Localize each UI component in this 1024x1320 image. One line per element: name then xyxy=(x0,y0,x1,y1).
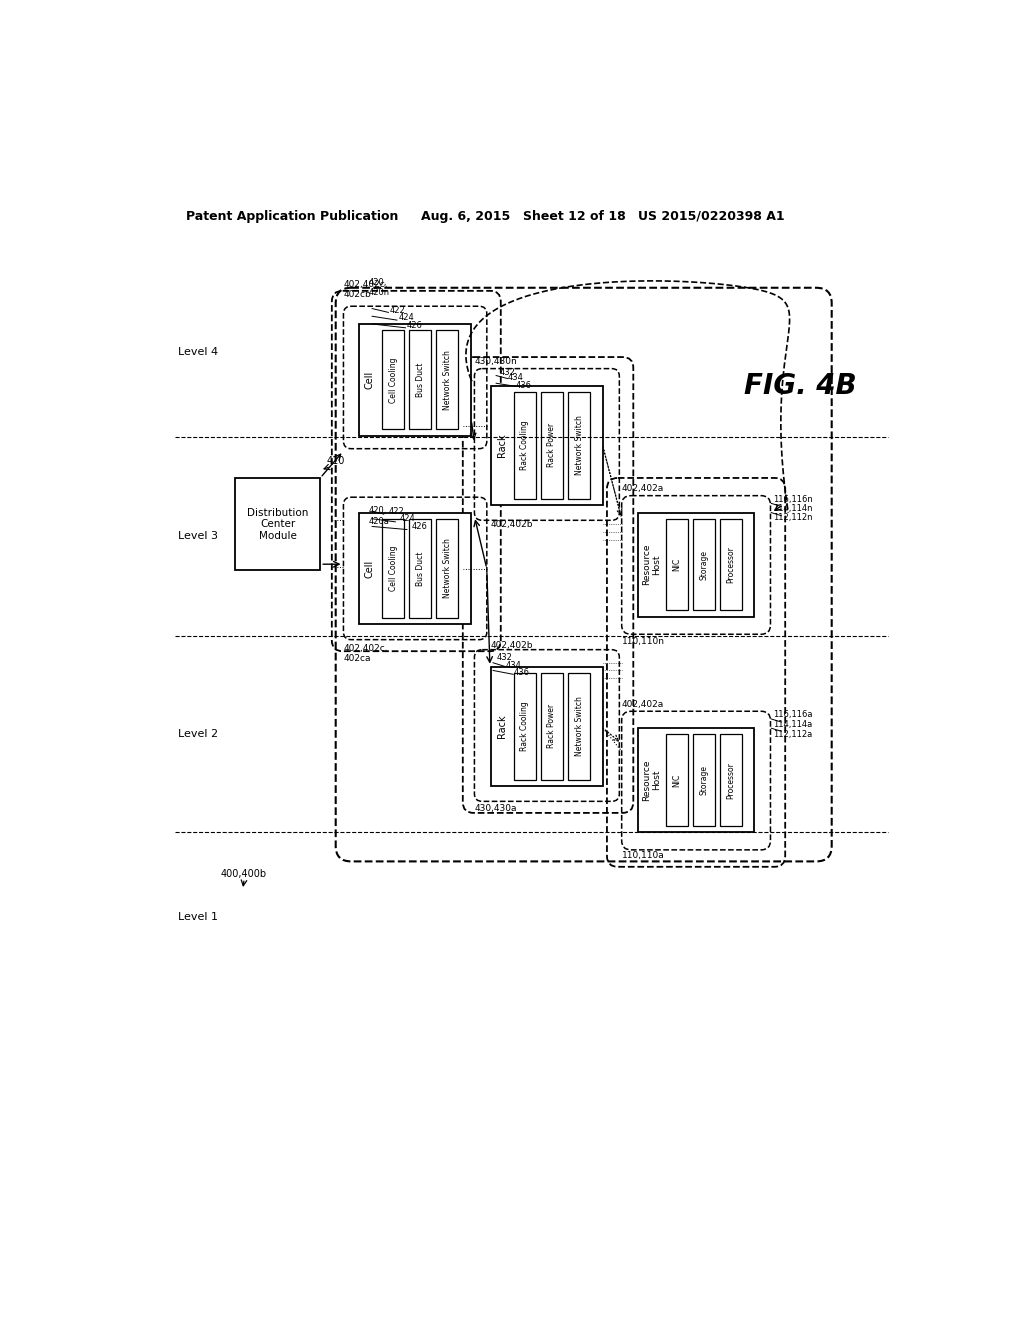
Text: Level 1: Level 1 xyxy=(178,912,218,921)
Text: 424: 424 xyxy=(400,515,416,523)
Bar xyxy=(720,519,741,610)
Text: 426: 426 xyxy=(407,321,423,330)
Text: Processor: Processor xyxy=(726,762,735,799)
Text: NIC: NIC xyxy=(672,558,681,572)
Text: FIG. 4B: FIG. 4B xyxy=(744,371,857,400)
Text: 402,402b: 402,402b xyxy=(490,520,534,529)
Bar xyxy=(490,385,603,506)
Text: Patent Application Publication: Patent Application Publication xyxy=(186,210,398,223)
Text: 410: 410 xyxy=(327,455,345,466)
Text: Resource
Host: Resource Host xyxy=(642,544,662,585)
Text: 116,116n: 116,116n xyxy=(773,495,813,504)
Text: 420,
420n: 420, 420n xyxy=(369,277,389,297)
Text: Resource
Host: Resource Host xyxy=(642,759,662,801)
Text: Aug. 6, 2015: Aug. 6, 2015 xyxy=(421,210,510,223)
Text: 114,114n: 114,114n xyxy=(773,504,813,513)
Bar xyxy=(410,330,431,429)
Text: Cell Cooling: Cell Cooling xyxy=(388,356,397,403)
Bar xyxy=(666,734,687,826)
Text: Level 2: Level 2 xyxy=(178,729,218,739)
Text: Rack: Rack xyxy=(497,433,507,457)
Text: Level 3: Level 3 xyxy=(178,532,218,541)
Text: 420,
420a: 420, 420a xyxy=(369,507,389,525)
Text: 430,430a: 430,430a xyxy=(474,804,517,813)
Bar xyxy=(382,330,403,429)
Text: 402,402c,
402cb: 402,402c, 402cb xyxy=(343,280,388,300)
Text: Network Switch: Network Switch xyxy=(574,416,584,475)
Text: 110,110n: 110,110n xyxy=(622,638,665,647)
Bar xyxy=(514,392,536,499)
Text: 402,402a: 402,402a xyxy=(622,484,664,494)
Bar xyxy=(720,734,741,826)
Bar xyxy=(541,392,563,499)
Text: Network Switch: Network Switch xyxy=(574,697,584,756)
Text: 436: 436 xyxy=(515,381,531,389)
Text: Distribution
Center
Module: Distribution Center Module xyxy=(247,508,308,541)
Text: Cell Cooling: Cell Cooling xyxy=(388,545,397,591)
Text: 432: 432 xyxy=(500,368,516,378)
Text: 112,112a: 112,112a xyxy=(773,730,813,739)
Text: 436: 436 xyxy=(513,668,529,677)
Bar xyxy=(541,673,563,780)
Text: Rack: Rack xyxy=(497,714,507,738)
Text: 116,116a: 116,116a xyxy=(773,710,813,719)
Bar xyxy=(568,673,590,780)
Text: Bus Duct: Bus Duct xyxy=(416,552,425,586)
Text: Network Switch: Network Switch xyxy=(442,350,452,409)
Text: US 2015/0220398 A1: US 2015/0220398 A1 xyxy=(638,210,784,223)
Bar xyxy=(436,519,458,618)
Text: 402,402b: 402,402b xyxy=(490,640,534,649)
Text: 432: 432 xyxy=(497,653,513,661)
Text: Processor: Processor xyxy=(726,546,735,583)
Bar xyxy=(514,673,536,780)
Text: 110,110a: 110,110a xyxy=(622,851,665,861)
Text: Sheet 12 of 18: Sheet 12 of 18 xyxy=(523,210,626,223)
Text: 112,112n: 112,112n xyxy=(773,513,813,523)
Text: 402,402a: 402,402a xyxy=(622,700,664,709)
Text: Rack Cooling: Rack Cooling xyxy=(520,701,529,751)
Bar xyxy=(490,667,603,785)
Bar xyxy=(382,519,403,618)
Text: 400,400b: 400,400b xyxy=(221,870,267,879)
Text: 430,430n: 430,430n xyxy=(474,358,517,367)
Text: Storage: Storage xyxy=(699,766,709,795)
Text: 422: 422 xyxy=(388,507,404,516)
Bar xyxy=(234,478,321,570)
Bar xyxy=(638,512,755,616)
Bar xyxy=(638,729,755,832)
Text: NIC: NIC xyxy=(672,774,681,787)
Text: 434: 434 xyxy=(508,374,523,383)
Text: 424: 424 xyxy=(398,313,415,322)
Bar xyxy=(359,323,471,436)
Bar xyxy=(693,519,715,610)
Text: Cell: Cell xyxy=(365,560,375,578)
Bar xyxy=(436,330,458,429)
Text: 434: 434 xyxy=(506,660,521,669)
Text: Rack Power: Rack Power xyxy=(548,424,556,467)
Text: 426: 426 xyxy=(412,521,428,531)
Bar xyxy=(693,734,715,826)
Bar xyxy=(666,519,687,610)
Text: Network Switch: Network Switch xyxy=(442,539,452,598)
Text: Bus Duct: Bus Duct xyxy=(416,363,425,397)
Text: Rack Power: Rack Power xyxy=(548,704,556,748)
Text: Storage: Storage xyxy=(699,549,709,579)
Text: 402,402c,
402ca: 402,402c, 402ca xyxy=(343,644,388,663)
Text: Level 4: Level 4 xyxy=(178,347,218,356)
Bar xyxy=(359,512,471,624)
Text: Rack Cooling: Rack Cooling xyxy=(520,420,529,470)
Bar xyxy=(410,519,431,618)
Bar xyxy=(568,392,590,499)
Text: Cell: Cell xyxy=(365,371,375,389)
Text: 114,114a: 114,114a xyxy=(773,719,813,729)
Text: 422: 422 xyxy=(390,306,406,314)
